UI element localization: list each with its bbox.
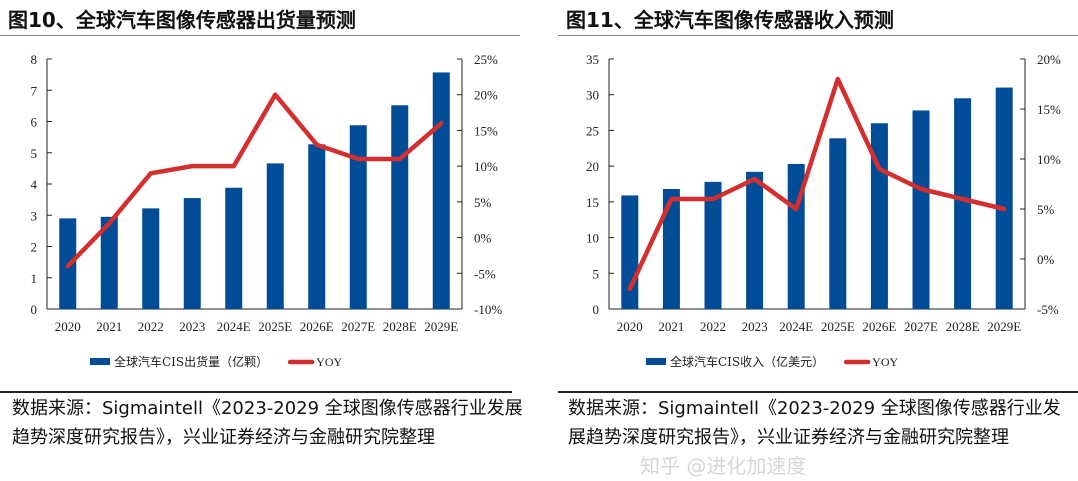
x-tick-label: 2020	[617, 319, 643, 334]
right-tick-label: 25%	[474, 52, 498, 67]
x-tick-label: 2020	[55, 319, 81, 334]
legend-bar-label: 全球汽车CIS收入（亿美元）	[670, 354, 824, 369]
title-divider	[558, 35, 1078, 36]
right-tick-label: -5%	[1037, 302, 1059, 317]
left-tick-label: 30	[586, 88, 599, 103]
bar	[954, 98, 972, 310]
x-tick-label: 2021	[658, 319, 684, 334]
right-tick-label: 0%	[1037, 252, 1055, 267]
legend-bar-swatch	[646, 358, 666, 365]
right-tick-label: 10%	[474, 159, 498, 174]
right-tick-label: 20%	[474, 88, 498, 103]
right-tick-label: 5%	[1037, 202, 1055, 217]
bar	[349, 125, 367, 309]
bar	[829, 138, 847, 309]
left-tick-label: 15	[586, 195, 599, 210]
bar	[704, 181, 722, 309]
x-tick-label: 2026E	[300, 319, 334, 334]
x-tick-label: 2028E	[383, 319, 417, 334]
x-tick-label: 2023	[179, 319, 205, 334]
right-tick-label: -10%	[474, 302, 502, 317]
left-tick-label: 2	[31, 240, 38, 255]
x-tick-label: 2022	[700, 319, 726, 334]
bar	[746, 171, 764, 309]
left-tick-label: 0	[593, 302, 600, 317]
chart-2: 0 5 10 15 20 25 30 35 -5% 0% 5% 10% 15% 20% 2020 2021 20…	[586, 52, 1061, 369]
left-tick-label: 0	[31, 302, 38, 317]
x-tick-label: 2026E	[862, 319, 896, 334]
left-tick-label: 35	[586, 52, 599, 67]
bar	[308, 144, 326, 309]
x-tick-label: 2024E	[779, 319, 813, 334]
x-tick-label: 2024E	[217, 319, 251, 334]
left-tick-label: 25	[586, 123, 599, 138]
left-tick-label: 7	[31, 83, 38, 98]
chart-2-source: 数据来源：Sigmaintell《2023-2029 全球图像传感器行业发展趋势…	[568, 398, 1061, 448]
source-divider	[558, 391, 1078, 393]
chart-2-title: 图11、全球汽车图像传感器收入预测	[566, 8, 894, 32]
bar	[183, 198, 201, 309]
x-tick-label: 2025E	[258, 319, 292, 334]
right-tick-label: 15%	[1037, 102, 1061, 117]
chart-1-title: 图10、全球汽车图像传感器出货量预测	[8, 8, 356, 32]
bar	[142, 208, 160, 309]
bar	[432, 72, 450, 309]
bar	[391, 105, 409, 309]
right-tick-label: 5%	[474, 195, 492, 210]
right-tick-label: -5%	[474, 266, 496, 281]
x-tick-label: 2027E	[904, 319, 938, 334]
right-tick-label: 0%	[474, 231, 492, 246]
x-tick-label: 2021	[96, 319, 122, 334]
chart-1: 0 1 2 3 4 5 6 7 8 -10% -5% 0% 5% 10% 15% 20% 25% 2020 2021…	[31, 52, 503, 369]
left-tick-label: 1	[31, 271, 38, 286]
bar	[266, 163, 284, 309]
right-tick-label: 15%	[474, 123, 498, 138]
legend-bar-label: 全球汽车CIS出货量（亿颗）	[114, 354, 268, 369]
x-tick-label: 2022	[138, 319, 164, 334]
bar	[662, 189, 680, 309]
bar	[621, 195, 639, 309]
left-tick-label: 6	[31, 115, 38, 130]
source-divider	[0, 391, 512, 393]
left-tick-label: 8	[31, 52, 38, 67]
watermark: 知乎 @进化加速度	[640, 454, 807, 478]
right-tick-label: 20%	[1037, 52, 1061, 67]
title-divider	[0, 35, 520, 36]
left-tick-label: 5	[31, 146, 38, 161]
x-tick-label: 2025E	[821, 319, 855, 334]
x-tick-label: 2029E	[424, 319, 458, 334]
left-tick-label: 5	[593, 266, 600, 281]
x-tick-label: 2028E	[946, 319, 980, 334]
x-tick-label: 2029E	[987, 319, 1021, 334]
yoy-line	[627, 76, 1007, 292]
bar	[225, 187, 243, 309]
bar	[912, 110, 930, 309]
left-tick-label: 3	[31, 208, 38, 223]
legend-line-label: YOY	[316, 355, 342, 369]
left-tick-label: 10	[586, 231, 599, 246]
bar	[100, 216, 118, 309]
legend-line-label: YOY	[872, 355, 898, 369]
chart-1-source: 数据来源：Sigmaintell《2023-2029 全球图像传感器行业发展趋势…	[12, 398, 523, 448]
left-tick-label: 4	[31, 177, 38, 192]
x-tick-label: 2027E	[341, 319, 375, 334]
left-tick-label: 20	[586, 159, 599, 174]
bar	[995, 87, 1013, 309]
legend-bar-swatch	[90, 358, 110, 365]
x-tick-label: 2023	[742, 319, 768, 334]
yoy-line	[65, 92, 444, 269]
right-tick-label: 10%	[1037, 152, 1061, 167]
